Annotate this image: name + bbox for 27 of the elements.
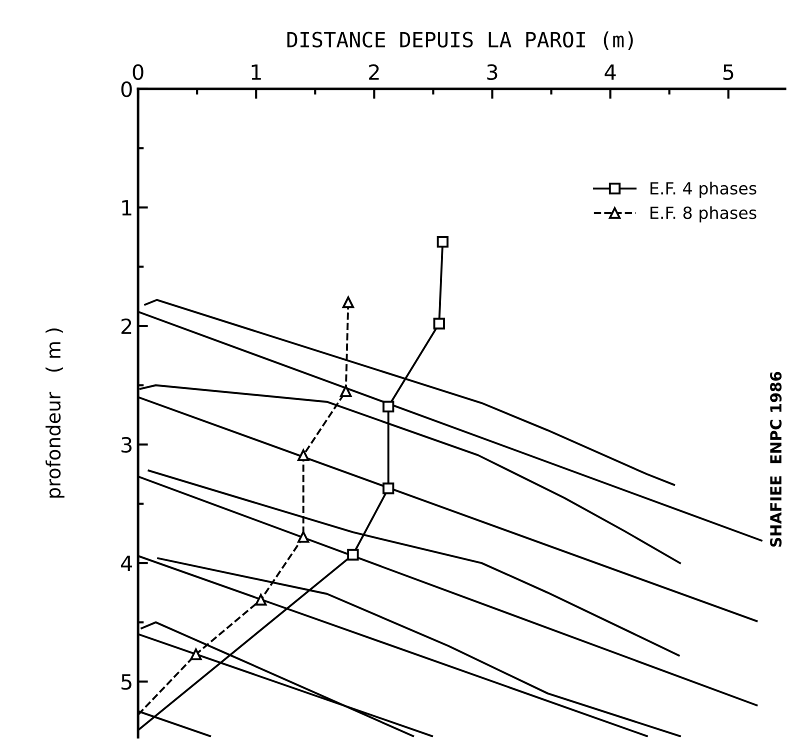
- y-tick-label: 3: [122, 436, 132, 453]
- y-tick-label: 5: [122, 674, 132, 690]
- point: [298, 531, 310, 543]
- annotation: SHAFIEE ENPC 1986: [770, 372, 782, 547]
- legend-label: E.F. 4 phases: [650, 182, 756, 198]
- x-axis-title: DISTANCE DEPUIS LA PAROI (m): [287, 31, 633, 50]
- x-tick-label: 5: [723, 64, 734, 80]
- point: [436, 236, 449, 248]
- x-tick-label: 1: [252, 64, 261, 80]
- point: [342, 296, 354, 308]
- y-tick-label: 4: [120, 556, 132, 571]
- x-tick-label: 2: [369, 64, 379, 80]
- point: [255, 594, 267, 606]
- point: [382, 400, 394, 412]
- y-tick-label: 1: [122, 200, 132, 216]
- y-tick-label: 2: [121, 318, 132, 334]
- y-tick-label: 0: [121, 81, 132, 98]
- point: [382, 482, 394, 494]
- point: [433, 318, 445, 330]
- x-tick-label: 3: [487, 64, 498, 80]
- point: [347, 548, 359, 561]
- point: [190, 648, 202, 660]
- y-axis-title: profondeur ( m ): [46, 328, 64, 498]
- legend-label: E.F. 8 phases: [650, 206, 756, 222]
- point: [298, 449, 310, 462]
- x-tick-label: 0: [132, 64, 144, 80]
- x-tick-label: 4: [604, 64, 616, 80]
